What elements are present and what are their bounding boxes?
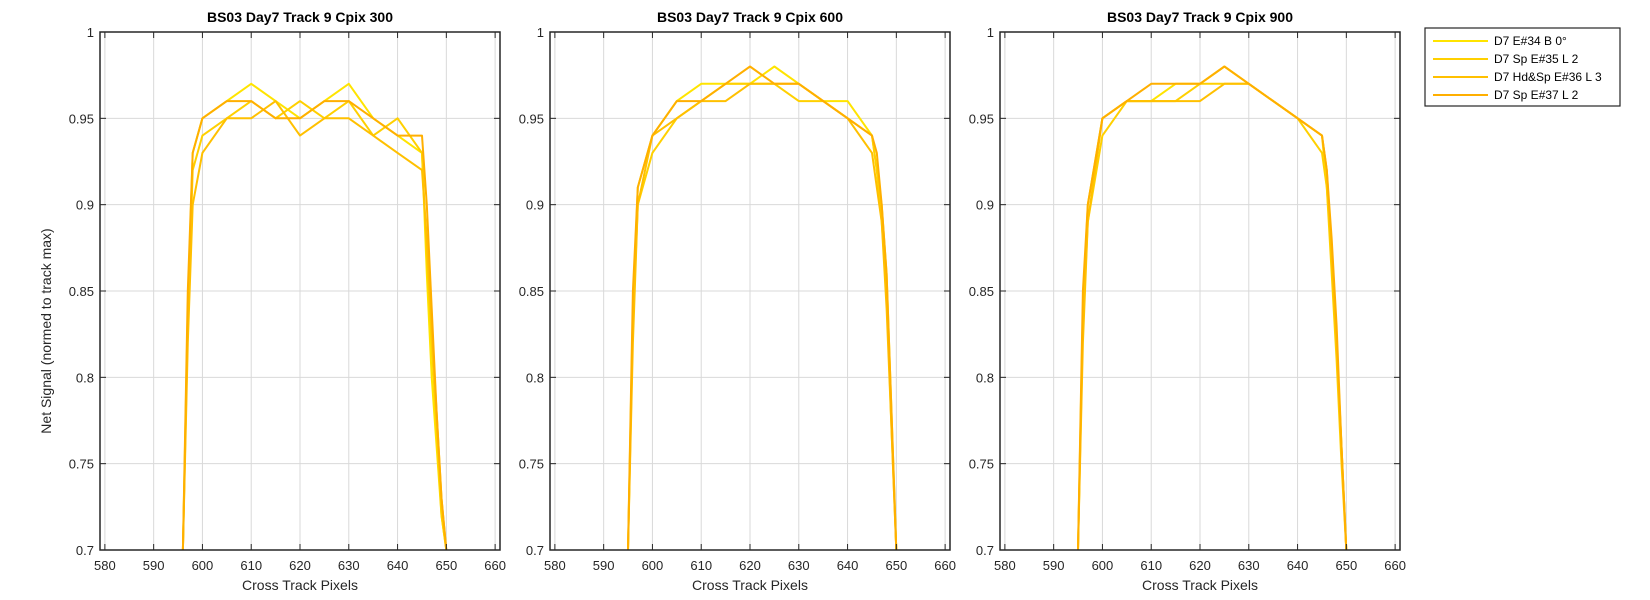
subplot-2-ticks: 580 590 600 610 620 630 640 650 660 0.7 0.75 0.8 0.8… xyxy=(519,25,956,573)
y-tick-label: 0.7 xyxy=(76,543,94,558)
y-tick-label: 0.85 xyxy=(969,284,994,299)
x-tick-label: 610 xyxy=(1140,558,1162,573)
subplot-1: BS03 Day7 Track 9 Cpix 300 580 590 600 610 6… xyxy=(69,9,506,593)
y-tick-label: 1 xyxy=(537,25,544,40)
legend-entry-label: D7 Hd&Sp E#36 L 3 xyxy=(1494,70,1602,84)
subplot-1-series xyxy=(181,82,448,551)
subplot-2-series xyxy=(627,65,898,551)
legend-entry-label: D7 E#34 B 0° xyxy=(1494,34,1567,48)
x-tick-label: 620 xyxy=(1189,558,1211,573)
subplot-3-ticks: 580 590 600 610 620 630 640 650 660 0.7 0.75 0.8 0.8… xyxy=(969,25,1406,573)
subplot-3-gridlines xyxy=(1000,32,1400,550)
x-tick-label: 640 xyxy=(837,558,859,573)
y-tick-label: 0.75 xyxy=(969,457,994,472)
y-tick-label: 0.7 xyxy=(976,543,994,558)
y-tick-label: 0.95 xyxy=(519,111,544,126)
subplot-2-axes-frame xyxy=(549,31,951,551)
subplot-3-axes-frame xyxy=(999,31,1401,551)
y-tick-label: 0.9 xyxy=(76,198,94,213)
x-tick-label: 660 xyxy=(1384,558,1406,573)
x-tick-label: 600 xyxy=(192,558,214,573)
subplot-2-title: BS03 Day7 Track 9 Cpix 600 xyxy=(657,9,843,25)
x-tick-label: 610 xyxy=(240,558,262,573)
y-tick-label: 0.8 xyxy=(976,370,994,385)
subplot-1-title: BS03 Day7 Track 9 Cpix 300 xyxy=(207,9,393,25)
subplot-3-series xyxy=(1077,65,1348,551)
x-tick-label: 630 xyxy=(788,558,810,573)
subplot-2-x-axis-label: Cross Track Pixels xyxy=(692,577,808,593)
x-tick-label: 650 xyxy=(885,558,907,573)
legend-entry-label: D7 Sp E#35 L 2 xyxy=(1494,52,1579,66)
y-tick-label: 0.7 xyxy=(526,543,544,558)
legend-entry-label: D7 Sp E#37 L 2 xyxy=(1494,88,1579,102)
subplot-3-title: BS03 Day7 Track 9 Cpix 900 xyxy=(1107,9,1293,25)
x-tick-label: 580 xyxy=(994,558,1016,573)
legend: D7 E#34 B 0° D7 Sp E#35 L 2 D7 Hd&Sp E#36 … xyxy=(1424,27,1621,107)
subplot-1-axes-frame xyxy=(99,31,501,551)
x-tick-label: 660 xyxy=(934,558,956,573)
y-tick-label: 0.95 xyxy=(969,111,994,126)
y-tick-label: 0.8 xyxy=(76,370,94,385)
y-tick-label: 0.85 xyxy=(519,284,544,299)
x-tick-label: 640 xyxy=(387,558,409,573)
legend-entries: D7 E#34 B 0° D7 Sp E#35 L 2 D7 Hd&Sp E#36 … xyxy=(1433,34,1602,102)
x-tick-label: 630 xyxy=(1238,558,1260,573)
subplot-1-x-axis-label: Cross Track Pixels xyxy=(242,577,358,593)
x-tick-label: 590 xyxy=(143,558,165,573)
x-tick-label: 650 xyxy=(435,558,457,573)
subplot-1-ticks: 580 590 600 610 620 630 640 650 660 0.7 0.75 0.8 0.8… xyxy=(69,25,506,573)
x-tick-label: 650 xyxy=(1335,558,1357,573)
subplot-2: BS03 Day7 Track 9 Cpix 600 580 590 600 610 6… xyxy=(519,9,956,593)
x-tick-label: 620 xyxy=(289,558,311,573)
x-tick-label: 580 xyxy=(94,558,116,573)
series-line-4 xyxy=(1077,65,1348,551)
x-tick-label: 580 xyxy=(544,558,566,573)
y-axis-label: Net Signal (normed to track max) xyxy=(38,228,54,433)
x-tick-label: 600 xyxy=(1092,558,1114,573)
series-line-4 xyxy=(627,65,898,551)
subplot-3: BS03 Day7 Track 9 Cpix 900 580 590 600 610 6… xyxy=(969,9,1406,593)
x-tick-label: 640 xyxy=(1287,558,1309,573)
y-tick-label: 1 xyxy=(87,25,94,40)
x-tick-label: 660 xyxy=(484,558,506,573)
x-tick-label: 610 xyxy=(690,558,712,573)
y-tick-label: 0.85 xyxy=(69,284,94,299)
x-tick-label: 620 xyxy=(739,558,761,573)
y-tick-label: 0.8 xyxy=(526,370,544,385)
y-tick-label: 0.75 xyxy=(69,457,94,472)
y-tick-label: 0.75 xyxy=(519,457,544,472)
x-tick-label: 600 xyxy=(642,558,664,573)
x-tick-label: 630 xyxy=(338,558,360,573)
subplot-3-x-axis-label: Cross Track Pixels xyxy=(1142,577,1258,593)
y-tick-label: 0.9 xyxy=(526,198,544,213)
x-tick-label: 590 xyxy=(1043,558,1065,573)
y-tick-label: 0.9 xyxy=(976,198,994,213)
subplot-2-gridlines xyxy=(550,32,950,550)
y-tick-label: 1 xyxy=(987,25,994,40)
x-tick-label: 590 xyxy=(593,558,615,573)
y-tick-label: 0.95 xyxy=(69,111,94,126)
series-line-4 xyxy=(181,100,448,551)
